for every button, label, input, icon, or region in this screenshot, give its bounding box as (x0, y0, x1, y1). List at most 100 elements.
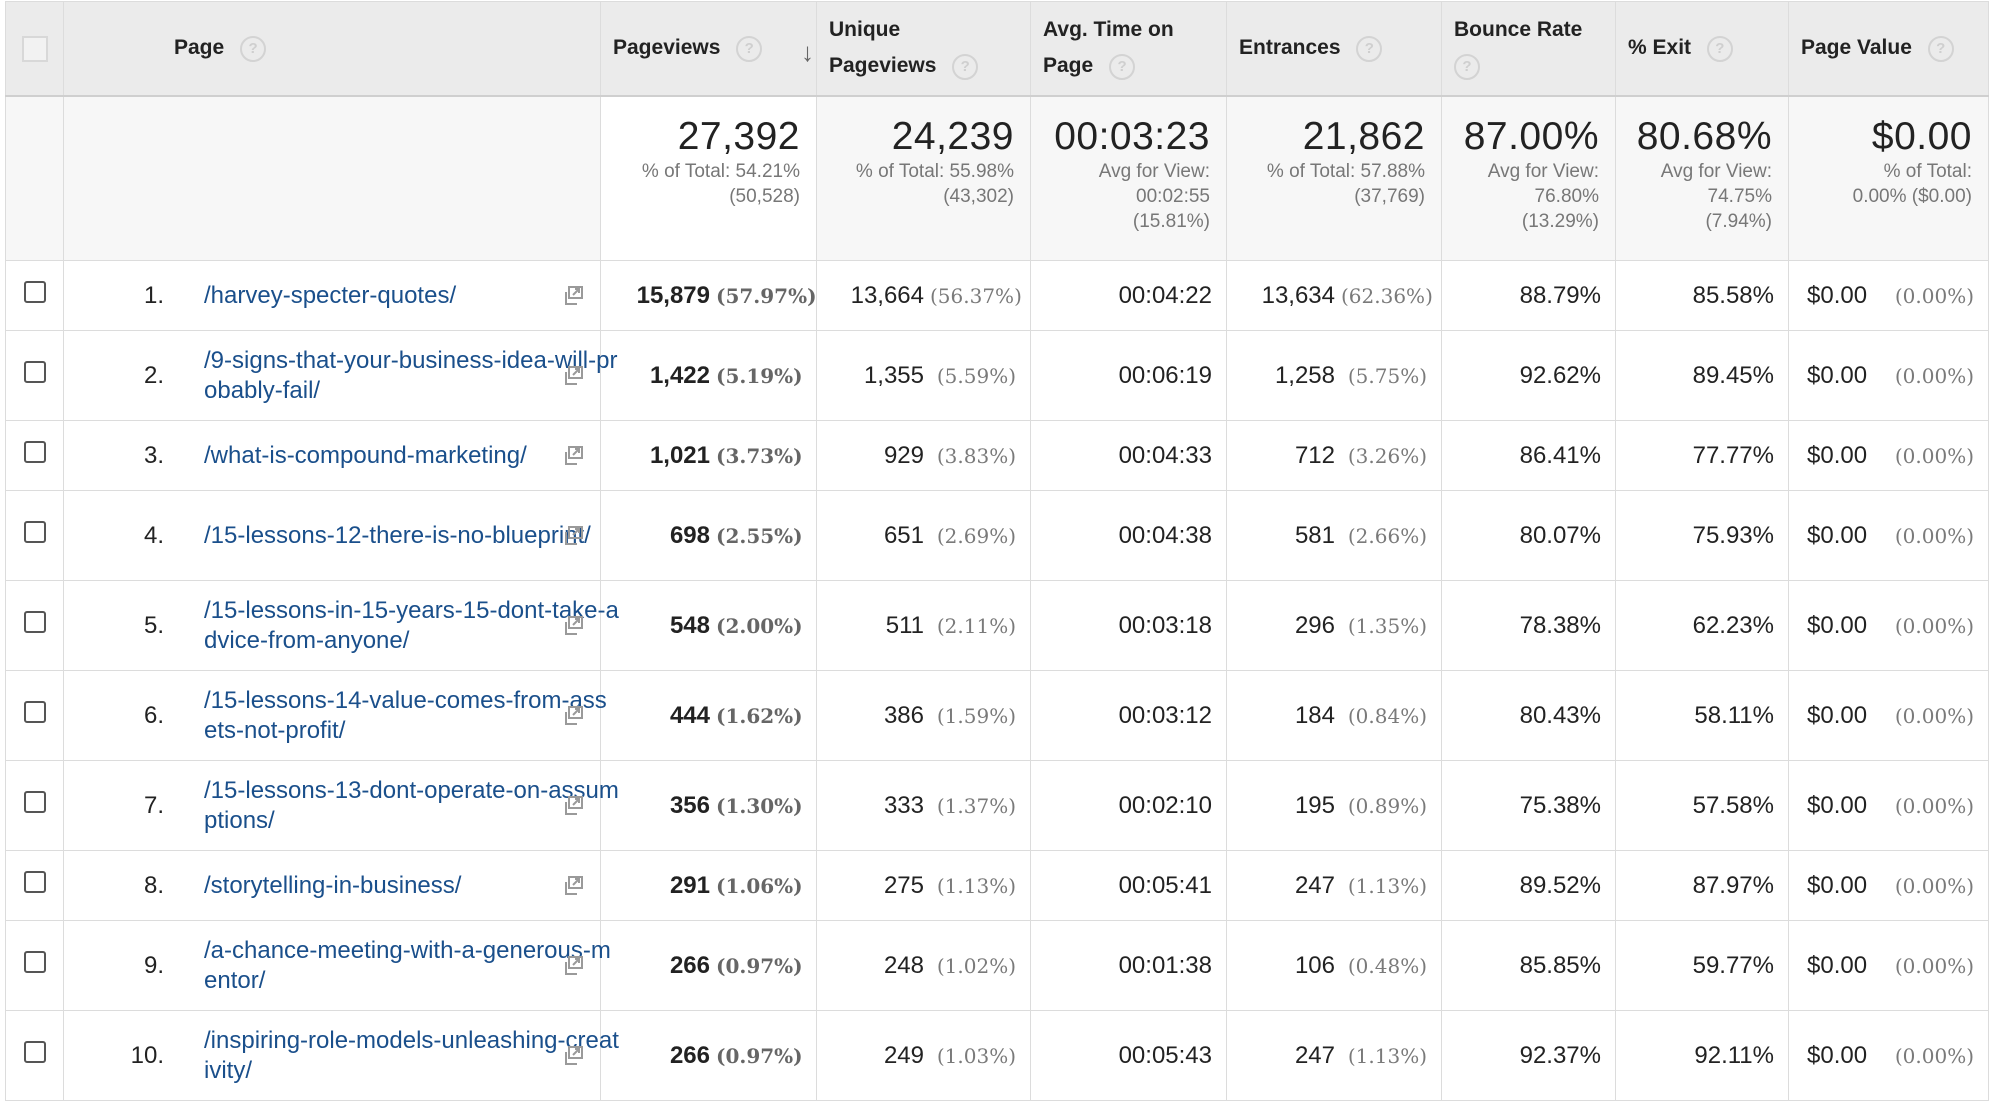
entrances-cell: 13,634 (62.36%) (1226, 260, 1442, 331)
page-link[interactable]: /inspiring-role-models-unleashing-creati… (204, 1026, 619, 1084)
row-checkbox[interactable] (23, 791, 46, 813)
pageviews-percent: (2.00%) (716, 613, 803, 638)
header-entrances[interactable]: Entrances ? (1226, 1, 1442, 97)
row-rank: 8. (143, 871, 164, 899)
open-page-icon[interactable] (562, 615, 584, 637)
entrances-cell: 581 (2.66%) (1226, 490, 1442, 581)
exit-cell: 59.77% (1615, 920, 1789, 1011)
page-link[interactable]: /9-signs-that-your-business-idea-will-pr… (204, 346, 618, 404)
row-checkbox[interactable] (23, 611, 46, 633)
entrances-cell: 184 (0.84%) (1226, 670, 1442, 761)
pageviews-percent: (5.19%) (716, 363, 803, 388)
summary-entrances: 21,862 % of Total: 57.88% (37,769) (1226, 95, 1442, 261)
header-page-value[interactable]: Page Value ? (1788, 1, 1989, 97)
open-page-icon[interactable] (562, 445, 584, 467)
pageviews-cell: 15,879 (57.97%) (600, 260, 817, 331)
open-page-icon[interactable] (562, 285, 584, 307)
summary-subtext: 00:02:55 (1136, 185, 1210, 207)
sort-descending-icon[interactable]: ↓ (801, 37, 814, 67)
pageviews-value: 548 (669, 611, 710, 639)
entrances-cell: 195 (0.89%) (1226, 760, 1442, 851)
unique-pageviews-value: 13,664 (850, 281, 924, 309)
page-link[interactable]: /15-lessons-in-15-years-15-dont-take-adv… (204, 596, 619, 654)
row-select-cell (5, 850, 64, 921)
pageviews-value: 291 (669, 871, 710, 899)
exit-cell: 62.23% (1615, 580, 1789, 671)
header-unique-label-1: Unique (829, 18, 901, 42)
page-link[interactable]: /what-is-compound-marketing/ (204, 441, 527, 469)
open-page-icon[interactable] (562, 1045, 584, 1067)
unique-pageviews-cell: 249 (1.03%) (816, 1010, 1031, 1101)
help-icon[interactable]: ? (1109, 53, 1136, 80)
page-link[interactable]: /15-lessons-14-value-comes-from-assets-n… (204, 686, 607, 744)
open-page-icon[interactable] (562, 795, 584, 817)
table-row: 8./storytelling-in-business/291 (1.06%) 27… (5, 850, 1989, 921)
summary-value: 80.68% (1636, 114, 1772, 158)
row-checkbox[interactable] (23, 871, 46, 893)
open-page-icon[interactable] (562, 525, 584, 547)
header-bounce-rate[interactable]: Bounce Rate ? (1441, 1, 1616, 97)
open-page-icon[interactable] (562, 955, 584, 977)
page-value: $0.00 (1807, 521, 1868, 549)
row-checkbox[interactable] (23, 1041, 46, 1063)
page-link[interactable]: /harvey-specter-quotes/ (204, 281, 457, 309)
bounce-rate-cell: 78.38% (1441, 580, 1616, 671)
exit-cell: 77.77% (1615, 420, 1789, 491)
help-icon[interactable]: ? (952, 53, 979, 80)
page-link[interactable]: /15-lessons-13-dont-operate-on-assumptio… (204, 776, 619, 834)
page-link[interactable]: /a-chance-meeting-with-a-generous-mentor… (204, 936, 611, 994)
summary-subtext: (50,528) (729, 185, 800, 207)
header-avg-time[interactable]: Avg. Time on Page ? (1030, 1, 1227, 97)
row-checkbox[interactable] (23, 281, 46, 303)
entrances-cell: 247 (1.13%) (1226, 1010, 1442, 1101)
help-icon[interactable]: ? (1927, 35, 1954, 62)
table-row: 6. /15-lessons-14-value-comes-from-assets… (5, 670, 1989, 761)
row-select-cell (5, 670, 64, 761)
summary-subtext: % of Total: 57.88% (1266, 160, 1425, 182)
help-icon[interactable]: ? (1706, 35, 1733, 62)
unique-pageviews-percent: (1.03%) (936, 1043, 1016, 1068)
row-checkbox[interactable] (23, 361, 46, 383)
summary-subtext: % of Total: 54.21% (641, 160, 800, 182)
avg-time-cell: 00:03:18 (1030, 580, 1227, 671)
row-rank: 1. (143, 281, 164, 309)
help-icon[interactable]: ? (240, 35, 267, 62)
open-page-icon[interactable] (562, 875, 584, 897)
page-value: $0.00 (1807, 611, 1868, 639)
open-page-icon[interactable] (562, 705, 584, 727)
exit-cell: 92.11% (1615, 1010, 1789, 1101)
pageviews-cell: 1,422 (5.19%) (600, 330, 817, 421)
summary-subtext: (37,769) (1354, 185, 1425, 207)
page-value-cell: $0.00 (0.00%) (1788, 580, 1989, 671)
header-exit[interactable]: % Exit ? (1615, 1, 1789, 97)
summary-pageviews: 27,392 % of Total: 54.21% (50,528) (600, 95, 817, 261)
pageviews-percent: (0.97%) (716, 953, 803, 978)
row-checkbox[interactable] (23, 521, 46, 543)
header-page[interactable]: Page ? (63, 1, 601, 97)
header-unique-pageviews[interactable]: Unique Pageviews ? (816, 1, 1031, 97)
pageviews-percent: (0.97%) (716, 1043, 803, 1068)
select-all-cell (5, 1, 64, 97)
summary-subtext: Avg for View: (1098, 160, 1210, 182)
row-checkbox[interactable] (23, 441, 46, 463)
avg-time-cell: 00:01:38 (1030, 920, 1227, 1011)
page-value-percent: (0.00%) (1894, 523, 1974, 548)
unique-pageviews-percent: (1.02%) (936, 953, 1016, 978)
help-icon[interactable]: ? (1454, 53, 1480, 80)
row-checkbox[interactable] (23, 951, 46, 973)
open-page-icon[interactable] (562, 365, 584, 387)
bounce-rate-cell: 85.85% (1441, 920, 1616, 1011)
bounce-rate-cell: 75.38% (1441, 760, 1616, 851)
select-all-checkbox[interactable] (21, 35, 48, 62)
header-pageviews[interactable]: Pageviews ? ↓ (600, 1, 817, 97)
help-icon[interactable]: ? (1356, 35, 1383, 62)
summary-subtext: Avg for View: (1487, 160, 1599, 182)
exit-cell: 75.93% (1615, 490, 1789, 581)
page-link[interactable]: /15-lessons-12-there-is-no-blueprint/ (204, 521, 591, 549)
page-value-cell: $0.00 (0.00%) (1788, 670, 1989, 761)
page-link[interactable]: /storytelling-in-business/ (204, 871, 462, 899)
pageviews-percent: (1.30%) (716, 793, 803, 818)
row-checkbox[interactable] (23, 701, 46, 723)
help-icon[interactable]: ? (736, 35, 763, 62)
row-rank: 7. (143, 791, 164, 819)
